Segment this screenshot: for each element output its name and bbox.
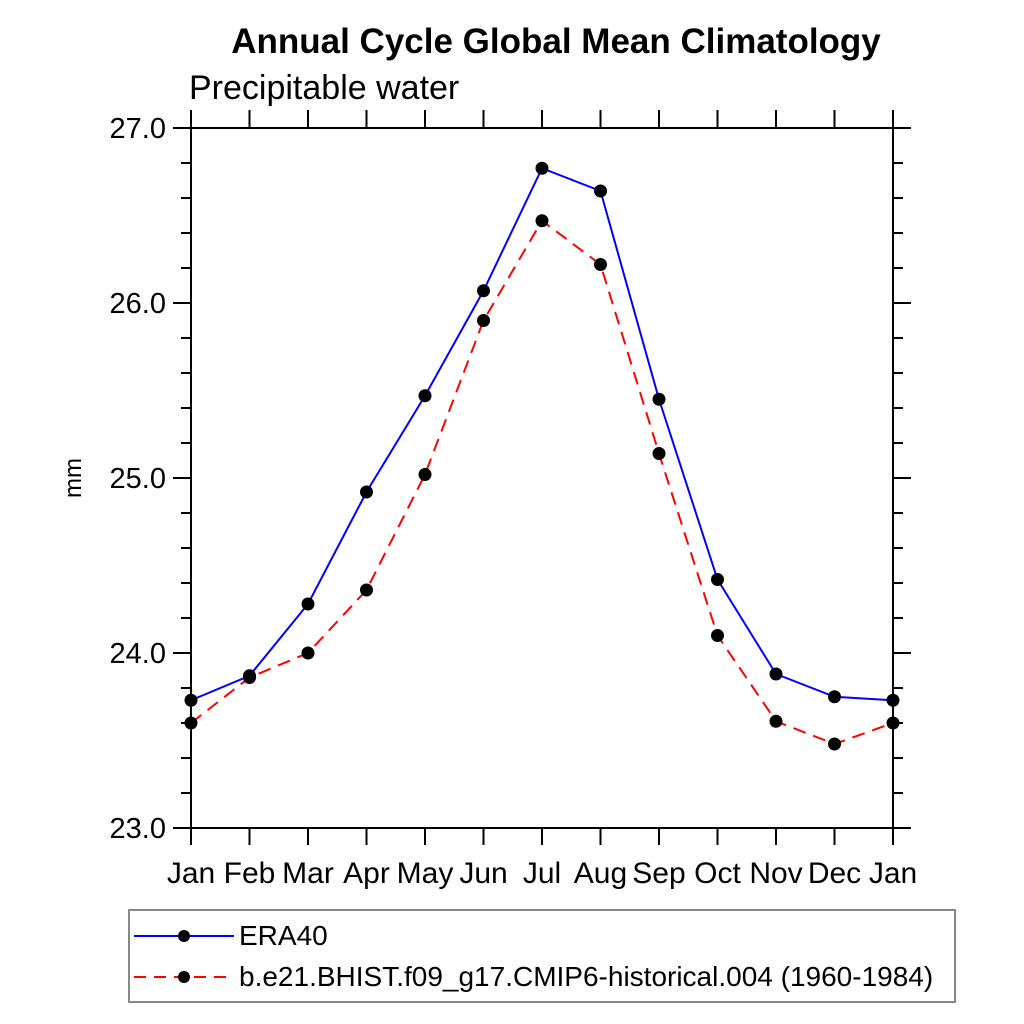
data-point-marker-s1 bbox=[184, 716, 198, 730]
x-axis-tick-label: Sep bbox=[632, 857, 685, 890]
data-point-marker-s0 bbox=[886, 693, 900, 707]
y-axis-tick-label: 24.0 bbox=[110, 638, 166, 670]
data-point-marker-s0 bbox=[769, 667, 783, 681]
legend-line-sample-dashed bbox=[134, 970, 234, 983]
legend-entry-model: b.e21.BHIST.f09_g17.CMIP6-historical.004… bbox=[132, 956, 954, 997]
x-axis-tick-label: Apr bbox=[343, 857, 390, 890]
y-axis-tick-label: 25.0 bbox=[110, 463, 166, 495]
x-axis-tick-label: Aug bbox=[574, 857, 627, 890]
data-point-marker-s1 bbox=[301, 646, 315, 660]
chart-subtitle: Precipitable water bbox=[189, 69, 460, 107]
data-point-marker-s0 bbox=[301, 597, 315, 611]
data-point-marker-s1 bbox=[594, 258, 607, 271]
data-point-marker-s0 bbox=[711, 573, 724, 586]
data-point-marker-s1 bbox=[886, 716, 900, 730]
x-axis-tick-label: Dec bbox=[808, 857, 861, 890]
x-axis-tick-label: Mar bbox=[282, 857, 334, 890]
y-axis-tick-label: 23.0 bbox=[110, 813, 166, 845]
chart-title: Annual Cycle Global Mean Climatology bbox=[231, 22, 881, 61]
data-point-marker-s1 bbox=[360, 583, 373, 597]
x-axis-tick-label: Jan bbox=[869, 857, 917, 890]
legend-entry-era40: ERA40 bbox=[132, 915, 954, 956]
data-point-marker-s1 bbox=[418, 468, 432, 481]
data-point-marker-s0 bbox=[828, 690, 841, 704]
legend-line-sample-solid bbox=[134, 929, 234, 942]
data-point-marker-s1 bbox=[769, 714, 783, 728]
legend-label-era40: ERA40 bbox=[239, 919, 328, 951]
x-axis-tick-label: Oct bbox=[694, 857, 741, 890]
data-point-marker-s1 bbox=[652, 447, 666, 460]
series-line-1 bbox=[190, 219, 894, 746]
data-point-marker-s1 bbox=[477, 314, 490, 327]
data-point-marker-s0 bbox=[594, 184, 607, 198]
data-point-marker-s0 bbox=[535, 161, 549, 175]
y-axis-tick-label: 26.0 bbox=[110, 288, 166, 320]
plot-frame bbox=[190, 127, 894, 829]
x-axis-tick-label: Jan bbox=[167, 857, 215, 890]
x-axis-tick-label: Jul bbox=[523, 857, 561, 890]
data-point-marker-s1 bbox=[535, 214, 549, 228]
x-axis-tick-label: May bbox=[397, 857, 454, 890]
data-point-marker-s0 bbox=[418, 389, 432, 403]
data-point-marker-s0 bbox=[477, 284, 490, 298]
series-line-0 bbox=[190, 166, 894, 702]
data-point-marker-s0 bbox=[652, 392, 666, 406]
legend-box: ERA40 b.e21.BHIST.f09_g17.CMIP6-historic… bbox=[128, 909, 956, 1003]
data-point-marker-s1 bbox=[711, 629, 724, 642]
data-point-marker-s1 bbox=[828, 737, 841, 751]
x-axis-tick-label: Jun bbox=[459, 857, 507, 890]
legend-label-model: b.e21.BHIST.f09_g17.CMIP6-historical.004… bbox=[239, 960, 934, 992]
x-axis-tick-label: Feb bbox=[224, 857, 276, 890]
data-point-marker-s0 bbox=[184, 693, 198, 707]
data-point-marker-s0 bbox=[360, 485, 373, 499]
x-axis-tick-label: Nov bbox=[749, 857, 802, 890]
y-axis-tick-label: 27.0 bbox=[110, 113, 166, 145]
data-point-marker-s1 bbox=[243, 671, 256, 684]
